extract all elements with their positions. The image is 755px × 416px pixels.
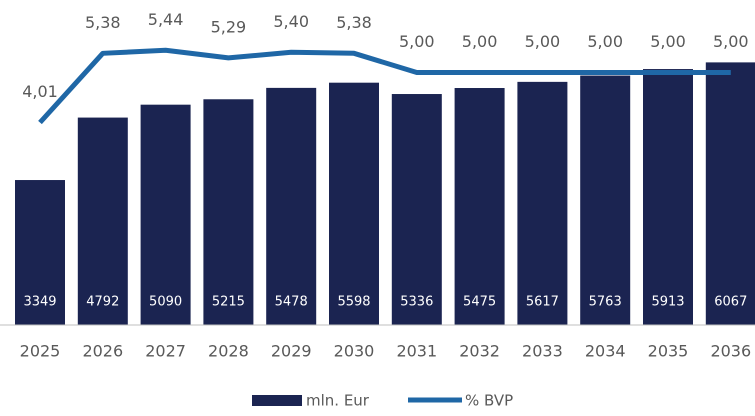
bar-value-label: 5913 bbox=[651, 295, 684, 310]
bar bbox=[15, 180, 65, 325]
bar bbox=[517, 81, 568, 326]
x-tick-label: 2025 bbox=[20, 342, 61, 361]
bar-value-label: 3349 bbox=[23, 295, 56, 310]
x-tick-label: 2034 bbox=[585, 342, 626, 361]
bar bbox=[77, 117, 128, 325]
line-value-label: 5,44 bbox=[148, 10, 184, 29]
bar bbox=[705, 62, 755, 326]
legend-label: % BVP bbox=[465, 392, 513, 410]
bar-value-label: 5215 bbox=[212, 295, 245, 310]
bar bbox=[454, 88, 505, 325]
legend-label: mln. Eur bbox=[306, 392, 370, 410]
x-tick-label: 2029 bbox=[271, 342, 312, 361]
x-tick-label: 2031 bbox=[396, 342, 437, 361]
line-value-label: 5,38 bbox=[336, 13, 372, 32]
x-tick-label: 2036 bbox=[710, 342, 751, 361]
bar-value-label: 6067 bbox=[714, 295, 747, 310]
bar bbox=[266, 87, 317, 325]
line-value-label: 5,00 bbox=[399, 32, 435, 51]
line-value-label: 5,00 bbox=[587, 32, 623, 51]
bar-value-label: 5617 bbox=[526, 295, 559, 310]
x-tick-label: 2027 bbox=[145, 342, 186, 361]
bar bbox=[203, 99, 254, 325]
bar-value-label: 5336 bbox=[400, 295, 433, 310]
x-tick-label: 2028 bbox=[208, 342, 249, 361]
bar bbox=[329, 82, 379, 325]
x-tick-label: 2026 bbox=[82, 342, 123, 361]
line-value-label: 5,00 bbox=[713, 32, 749, 51]
bar-value-label: 5598 bbox=[337, 295, 370, 310]
x-tick-label: 2035 bbox=[648, 342, 689, 361]
bar bbox=[140, 104, 191, 325]
bar bbox=[580, 75, 631, 325]
line-value-label: 5,29 bbox=[211, 17, 247, 36]
legend-swatch bbox=[252, 395, 302, 406]
x-tick-label: 2033 bbox=[522, 342, 563, 361]
bar bbox=[391, 94, 442, 325]
line-value-label: 5,38 bbox=[85, 13, 121, 32]
bar-value-label: 5475 bbox=[463, 295, 496, 310]
line-value-label: 4,01 bbox=[22, 82, 58, 101]
bar-value-label: 5478 bbox=[275, 295, 308, 310]
line-value-label: 5,00 bbox=[462, 32, 498, 51]
x-tick-label: 2032 bbox=[459, 342, 500, 361]
bar-value-label: 5090 bbox=[149, 295, 182, 310]
line-value-label: 5,00 bbox=[525, 32, 561, 51]
bar-value-label: 5763 bbox=[589, 295, 622, 310]
line-value-label: 5,00 bbox=[650, 32, 686, 51]
bar-value-label: 4792 bbox=[86, 295, 119, 310]
line-value-label: 5,40 bbox=[273, 12, 309, 31]
bar bbox=[643, 69, 693, 325]
line bbox=[38, 47, 731, 125]
x-tick-label: 2030 bbox=[334, 342, 375, 361]
